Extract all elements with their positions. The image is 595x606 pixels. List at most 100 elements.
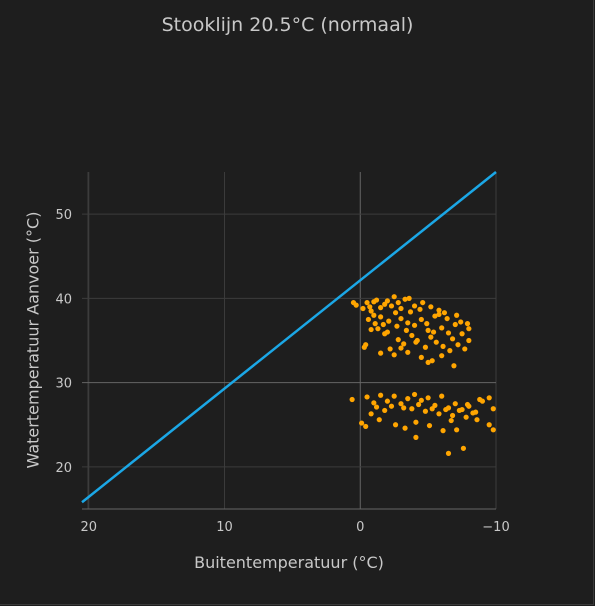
data-point (449, 412, 456, 419)
x-tick-label: 20 (81, 520, 98, 535)
y-tick-label: 50 (55, 208, 72, 223)
data-point (443, 406, 449, 413)
data-point (371, 312, 377, 318)
data-point (398, 401, 404, 407)
data-point (490, 406, 496, 412)
data-point (371, 400, 377, 406)
data-point (416, 401, 422, 408)
data-point (391, 294, 397, 300)
data-point (391, 393, 397, 399)
data-point (364, 299, 370, 306)
data-point (433, 339, 439, 345)
data-point (394, 323, 400, 329)
data-point (458, 319, 464, 325)
data-point (388, 403, 395, 409)
data-point (470, 410, 476, 416)
data-point (376, 417, 382, 423)
data-point (428, 334, 434, 340)
data-point (445, 450, 452, 456)
data-point (440, 428, 446, 434)
data-point (436, 411, 442, 417)
data-point (454, 427, 460, 433)
data-point (384, 398, 391, 404)
data-point (407, 309, 414, 315)
data-point (439, 353, 445, 359)
data-point (418, 397, 424, 403)
data-point (441, 310, 448, 316)
data-point (425, 327, 431, 333)
data-point (363, 423, 369, 430)
data-point (439, 325, 445, 331)
data-point (464, 321, 471, 327)
data-point (490, 427, 496, 433)
data-point (378, 305, 384, 311)
data-point (440, 343, 446, 349)
x-tick-label: 10 (216, 520, 233, 535)
data-point (477, 396, 483, 403)
data-point (360, 305, 366, 312)
data-point (405, 396, 411, 402)
data-point (401, 341, 407, 347)
data-point (447, 348, 453, 354)
x-tick-label: 0 (356, 520, 364, 535)
chart-title: Stooklijn 20.5°C (normaal) (161, 14, 414, 36)
y-tick-label: 30 (55, 377, 72, 392)
data-point (460, 445, 467, 451)
data-point (409, 332, 415, 339)
y-tick-label: 40 (55, 292, 72, 307)
data-point (403, 327, 410, 333)
data-point (451, 363, 457, 369)
data-point (388, 303, 395, 309)
data-point (361, 344, 367, 350)
data-point (391, 352, 397, 358)
data-point (384, 329, 391, 335)
data-point (452, 401, 458, 407)
data-point (413, 339, 419, 345)
data-point (474, 417, 480, 423)
data-point (418, 316, 424, 323)
data-point (409, 406, 415, 412)
data-point (402, 296, 408, 302)
data-point (402, 425, 408, 431)
data-point (405, 320, 411, 326)
data-point (392, 310, 399, 316)
data-point (387, 346, 393, 352)
data-point (359, 420, 365, 426)
data-point (378, 392, 384, 398)
data-point (455, 342, 461, 348)
data-point (417, 306, 423, 312)
data-point (486, 395, 492, 401)
data-point (401, 405, 407, 411)
data-point (405, 349, 411, 355)
data-point (364, 394, 370, 400)
data-point (368, 411, 374, 417)
data-point (425, 359, 431, 366)
data-point (386, 318, 392, 324)
data-point (380, 321, 386, 328)
data-point (449, 336, 456, 342)
data-point (426, 422, 433, 429)
data-point (382, 407, 388, 414)
tick-labels: 20 10 0 −10 20 30 40 50 (55, 208, 509, 535)
data-point (459, 331, 465, 337)
data-point (373, 297, 380, 303)
x-tick-label: −10 (482, 520, 509, 535)
data-point (428, 304, 434, 310)
data-point (486, 422, 492, 428)
data-point (372, 321, 378, 327)
data-point (418, 354, 424, 360)
data-point (384, 298, 391, 304)
data-point (422, 408, 429, 414)
data-point (462, 346, 468, 352)
data-point (392, 422, 399, 428)
data-point (353, 302, 359, 308)
trend-line-group (81, 171, 497, 504)
data-point (436, 311, 442, 317)
data-point (411, 322, 418, 328)
data-point (432, 313, 438, 319)
gridlines (82, 172, 497, 510)
data-point (436, 307, 442, 313)
data-point (378, 314, 384, 320)
data-point (422, 344, 429, 350)
